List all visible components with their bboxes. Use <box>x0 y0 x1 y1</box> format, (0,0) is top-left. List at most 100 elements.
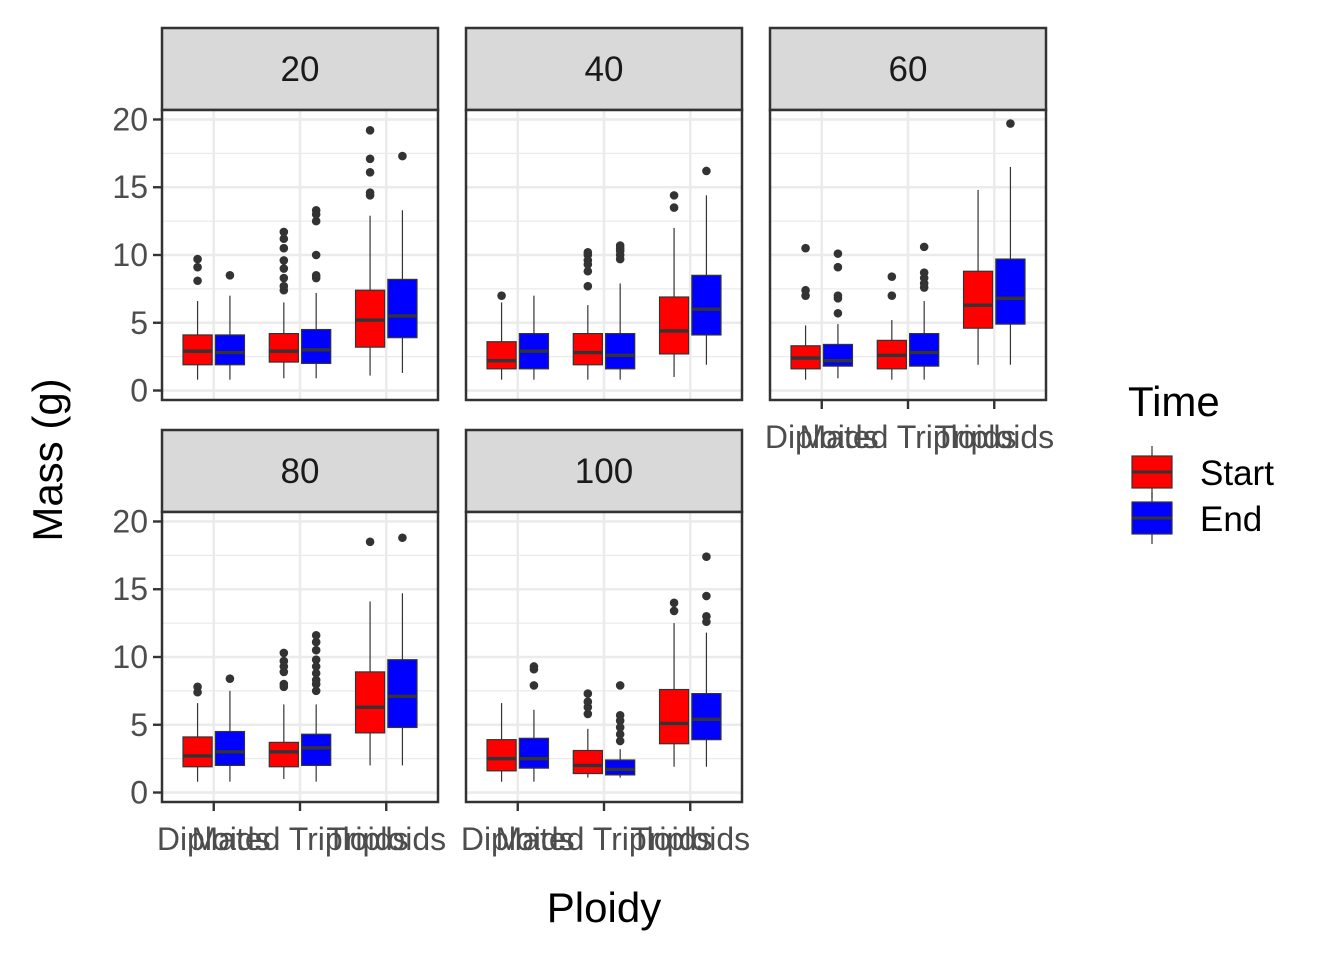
box-start-diploids <box>182 254 213 380</box>
outlier-point <box>669 606 679 616</box>
outlier-point <box>702 612 711 621</box>
x-tick-label: Triploids <box>934 419 1054 455</box>
outlier-point <box>529 681 539 690</box>
outlier-point <box>225 271 235 280</box>
outlier-point <box>497 291 506 300</box>
outlier-point <box>615 723 625 732</box>
outlier-point <box>833 249 843 258</box>
x-tick-label: Diploids <box>461 821 575 857</box>
x-tick-label: Diploids <box>765 419 879 455</box>
facet-strip-label: 60 <box>889 50 928 89</box>
outlier-point <box>529 662 539 671</box>
outlier-point <box>193 276 202 286</box>
box-body <box>909 332 940 367</box>
y-tick-label: 15 <box>112 169 148 205</box>
facet-strip <box>768 26 1048 112</box>
outlier-point <box>193 682 202 692</box>
x-tick-label: Mated Triploids <box>192 821 409 857</box>
box-end-mated-triploids <box>605 681 636 778</box>
outlier-point <box>1006 119 1015 128</box>
outlier-point <box>801 285 810 295</box>
box-body <box>214 730 246 767</box>
outlier-point <box>919 242 929 252</box>
facet-strip <box>160 26 440 112</box>
outlier-point <box>583 281 593 291</box>
outlier-point <box>887 272 897 281</box>
box-start-triploids <box>354 537 386 766</box>
facet-panel-40: 40 <box>464 26 744 402</box>
y-tick-label: 10 <box>112 639 148 675</box>
box-end-triploids <box>691 166 722 365</box>
outlier-point <box>702 552 711 562</box>
y-tick-label: 20 <box>112 101 148 137</box>
outlier-point <box>311 250 321 260</box>
box-body <box>995 258 1026 325</box>
box-end-diploids <box>214 674 246 782</box>
box-end-mated-triploids <box>301 631 332 782</box>
outlier-point <box>311 686 321 696</box>
box-end-diploids <box>822 249 854 379</box>
outlier-point <box>365 537 375 547</box>
outlier-point <box>615 729 625 739</box>
outlier-point <box>398 533 407 543</box>
y-tick-label: 5 <box>130 707 148 743</box>
box-body <box>658 296 690 355</box>
outlier-point <box>279 656 289 666</box>
outlier-point <box>279 281 289 291</box>
outlier-point <box>702 591 711 601</box>
outlier-point <box>365 126 375 135</box>
y-tick-label: 0 <box>130 775 148 811</box>
box-end-triploids <box>387 533 418 766</box>
outlier-point <box>279 679 289 689</box>
legend-entries: Start End <box>1131 446 1274 544</box>
x-tick-label: Triploids <box>630 821 750 857</box>
outlier-point <box>365 168 375 177</box>
facet-strip <box>160 428 440 514</box>
outlier-point <box>279 234 289 244</box>
outlier-point <box>583 689 593 698</box>
box-body <box>387 659 418 729</box>
outlier-point <box>279 227 289 237</box>
facet-strip-label: 80 <box>281 452 320 491</box>
box-body <box>486 739 517 772</box>
outlier-point <box>311 637 321 647</box>
outlier-point <box>279 264 289 273</box>
box-body <box>268 741 299 768</box>
y-tick-label: 10 <box>112 237 148 273</box>
box-body <box>268 332 299 363</box>
box-start-triploids <box>658 598 690 767</box>
box-start-mated-triploids <box>876 272 907 380</box>
panel-border <box>464 108 744 402</box>
x-tick-label: Mated Triploids <box>800 419 1017 455</box>
outlier-point <box>225 674 235 683</box>
box-end-triploids <box>995 119 1026 365</box>
outlier-point <box>615 710 625 720</box>
y-axis-title: Mass (g) <box>24 378 71 541</box>
legend: Time Start End <box>1128 378 1274 544</box>
box-body <box>962 270 994 329</box>
outlier-point <box>279 273 289 283</box>
outlier-point <box>801 243 810 253</box>
outlier-point <box>669 203 679 212</box>
box-start-triploids <box>354 126 386 376</box>
box-body <box>605 759 636 776</box>
x-axis-title: Ploidy <box>547 884 661 931</box>
x-tick-label: Triploids <box>326 821 446 857</box>
outlier-point <box>279 256 289 265</box>
box-start-triploids <box>658 191 690 377</box>
box-start-diploids <box>182 682 213 782</box>
outlier-point <box>311 631 321 640</box>
outlier-point <box>311 662 321 671</box>
legend-entry-label: Start <box>1200 454 1274 493</box>
outlier-point <box>311 645 321 655</box>
facet-strip <box>464 26 744 112</box>
outlier-point <box>583 709 593 719</box>
outlier-point <box>193 254 202 264</box>
box-end-mated-triploids <box>605 241 636 380</box>
outlier-point <box>615 681 625 690</box>
box-start-diploids <box>486 291 517 380</box>
outlier-point <box>311 675 321 685</box>
outlier-point <box>311 216 321 226</box>
x-tick-label: Diploids <box>157 821 271 857</box>
